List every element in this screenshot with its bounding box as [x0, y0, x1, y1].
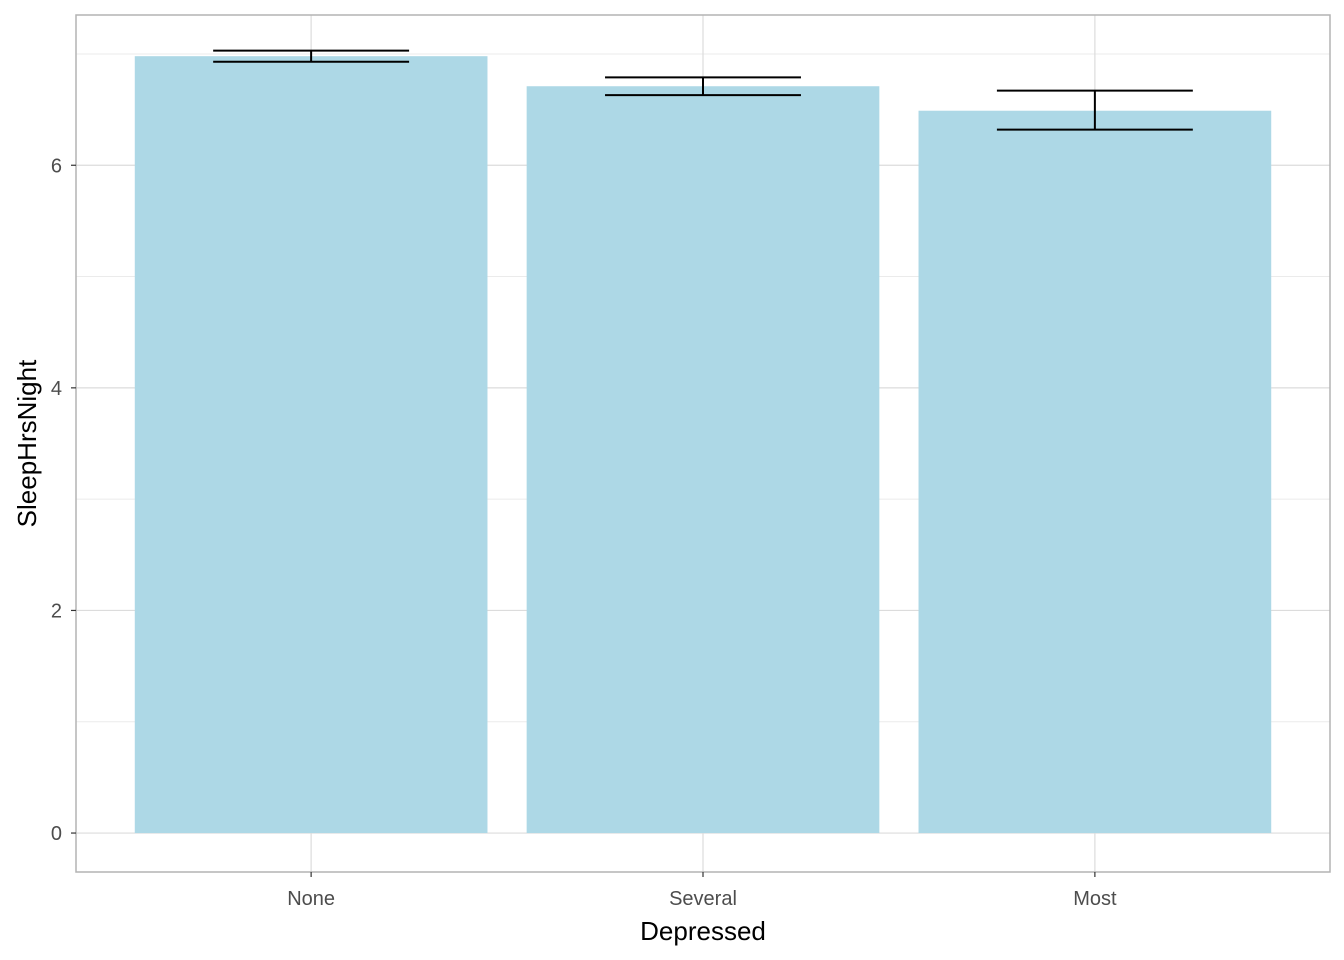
y-axis-ticks: 0 2 4 6: [51, 155, 76, 845]
x-tick-label: Several: [669, 888, 737, 910]
y-tick-label: 6: [51, 155, 62, 177]
x-tick-label: Most: [1073, 888, 1117, 910]
bar-none: [134, 56, 488, 834]
y-tick-label: 0: [51, 823, 62, 845]
x-axis-ticks: None Several Most: [287, 872, 1117, 910]
bars: [134, 56, 1272, 834]
bar-several: [526, 86, 880, 834]
x-tick-label: None: [287, 888, 335, 910]
error-bar-several: [605, 76, 801, 97]
error-bar-most: [996, 89, 1193, 131]
error-bars: [213, 49, 1193, 131]
y-axis-title: SleepHrsNight: [12, 359, 42, 527]
y-tick-label: 2: [51, 600, 62, 622]
y-tick-label: 4: [51, 378, 62, 400]
x-axis-title: Depressed: [640, 916, 766, 946]
bar-most: [918, 110, 1272, 834]
error-bar-none: [213, 49, 410, 63]
